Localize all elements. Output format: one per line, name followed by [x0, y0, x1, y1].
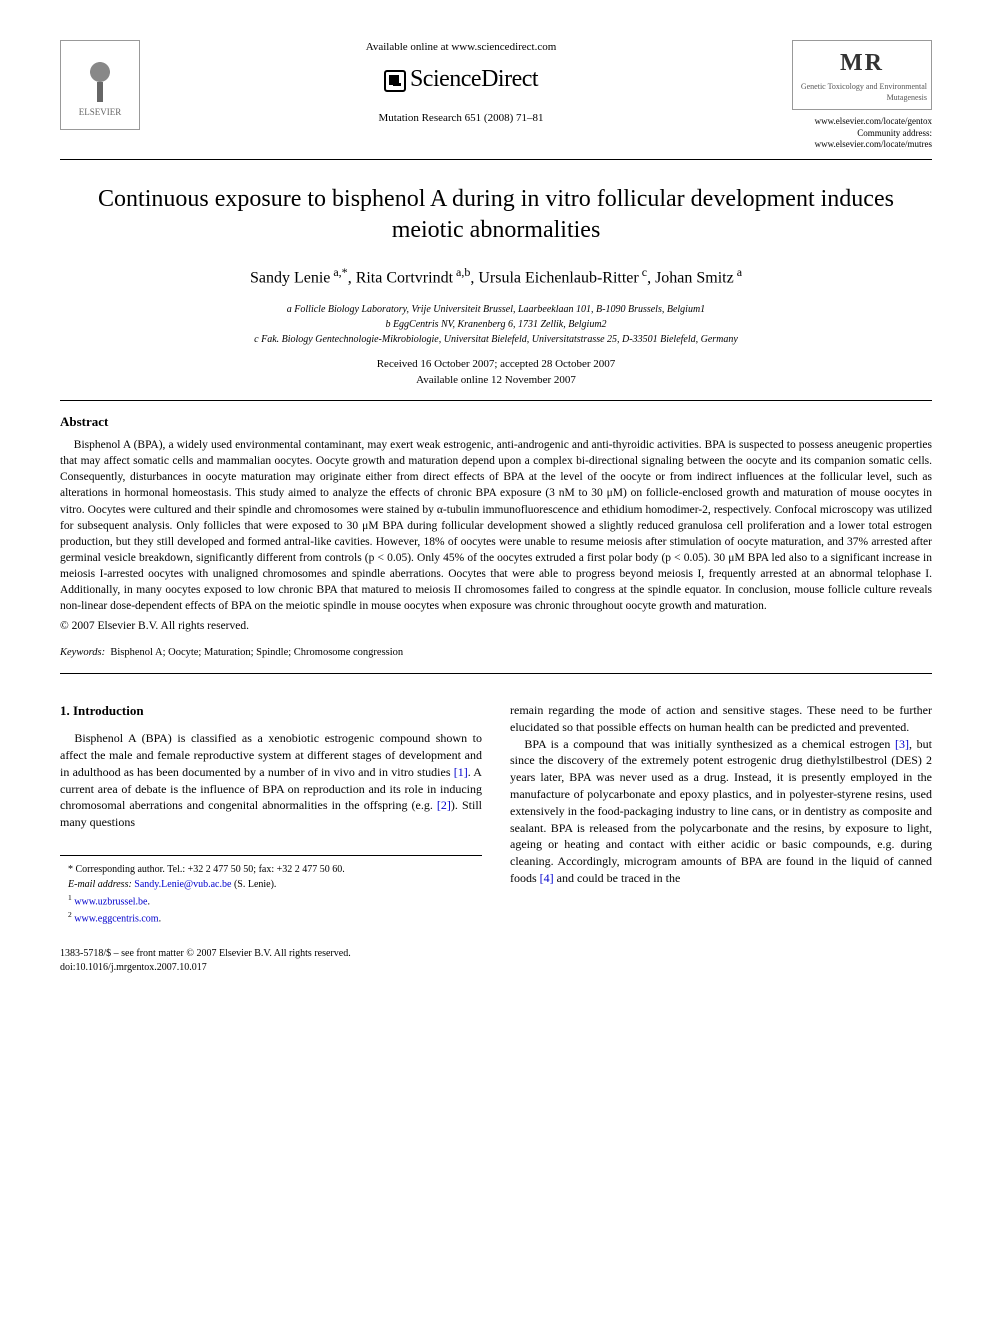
article-title: Continuous exposure to bisphenol A durin… — [60, 184, 932, 246]
header-right: MR Genetic Toxicology and Environmental … — [752, 40, 932, 151]
journal-logo-letters: MR — [840, 47, 884, 81]
affiliation-a: a Follicle Biology Laboratory, Vrije Uni… — [60, 302, 932, 317]
ref-link-3[interactable]: [3] — [895, 737, 909, 751]
email-label: E-mail address: — [68, 879, 132, 890]
abstract-text: Bisphenol A (BPA), a widely used environ… — [60, 437, 932, 614]
journal-reference: Mutation Research 651 (2008) 71–81 — [170, 111, 752, 126]
footnote-1-link[interactable]: www.uzbrussel.be — [74, 896, 147, 907]
elsevier-logo: ELSEVIER — [60, 40, 140, 130]
sciencedirect-brand: ScienceDirect — [170, 63, 752, 97]
author-list: Sandy Lenie a,*, Rita Cortvrindt a,b, Ur… — [60, 264, 932, 290]
keywords-line: Keywords: Bisphenol A; Oocyte; Maturatio… — [60, 646, 932, 661]
intro-paragraph-1: Bisphenol A (BPA) is classified as a xen… — [60, 730, 482, 831]
sciencedirect-icon — [384, 70, 406, 92]
email-suffix: (S. Lenie). — [234, 879, 277, 890]
keywords-values: Bisphenol A; Oocyte; Maturation; Spindle… — [110, 647, 403, 658]
footnotes: * Corresponding author. Tel.: +32 2 477 … — [60, 855, 482, 927]
sciencedirect-label: ScienceDirect — [410, 66, 538, 92]
abstract-heading: Abstract — [60, 413, 932, 431]
footnote-1: 1 www.uzbrussel.be. — [60, 892, 482, 909]
column-2: remain regarding the mode of action and … — [510, 702, 932, 927]
header-center: Available online at www.sciencedirect.co… — [170, 40, 752, 126]
journal-url-2: Community address: www.elsevier.com/loca… — [752, 128, 932, 151]
affiliations: a Follicle Biology Laboratory, Vrije Uni… — [60, 302, 932, 347]
intro-paragraph-2: BPA is a compound that was initially syn… — [510, 736, 932, 887]
ref-link-4[interactable]: [4] — [540, 871, 554, 885]
elsevier-tree-icon — [75, 52, 125, 102]
intro-paragraph-1-cont: remain regarding the mode of action and … — [510, 702, 932, 736]
publisher-logo-container: ELSEVIER — [60, 40, 170, 130]
body-two-column: 1. Introduction Bisphenol A (BPA) is cla… — [60, 702, 932, 927]
corresponding-author: * Corresponding author. Tel.: +32 2 477 … — [60, 862, 482, 877]
elsevier-label: ELSEVIER — [79, 106, 122, 119]
abstract-bottom-rule — [60, 673, 932, 674]
received-date: Received 16 October 2007; accepted 28 Oc… — [60, 357, 932, 372]
journal-url-2-link[interactable]: www.elsevier.com/locate/mutres — [815, 139, 932, 149]
column-1: 1. Introduction Bisphenol A (BPA) is cla… — [60, 702, 482, 927]
copyright-line: © 2007 Elsevier B.V. All rights reserved… — [60, 618, 932, 634]
article-dates: Received 16 October 2007; accepted 28 Oc… — [60, 357, 932, 388]
available-online-date: Available online 12 November 2007 — [60, 373, 932, 388]
journal-logo: MR Genetic Toxicology and Environmental … — [792, 40, 932, 110]
ref-link-1[interactable]: [1] — [454, 765, 468, 779]
page-header: ELSEVIER Available online at www.science… — [60, 40, 932, 151]
journal-url-1[interactable]: www.elsevier.com/locate/gentox — [752, 116, 932, 128]
abstract-top-rule — [60, 400, 932, 401]
issn-line: 1383-5718/$ – see front matter © 2007 El… — [60, 947, 932, 961]
section-1-heading: 1. Introduction — [60, 702, 482, 720]
journal-logo-subtitle: Genetic Toxicology and Environmental Mut… — [797, 81, 927, 103]
header-rule — [60, 159, 932, 160]
journal-urls: www.elsevier.com/locate/gentox Community… — [752, 116, 932, 151]
bottom-meta: 1383-5718/$ – see front matter © 2007 El… — [60, 947, 932, 975]
email-link[interactable]: Sandy.Lenie@vub.ac.be — [134, 879, 231, 890]
affiliation-c: c Fak. Biology Gentechnologie-Mikrobiolo… — [60, 332, 932, 347]
available-online-text: Available online at www.sciencedirect.co… — [170, 40, 752, 55]
doi-line: doi:10.1016/j.mrgentox.2007.10.017 — [60, 961, 932, 975]
ref-link-2[interactable]: [2] — [437, 798, 451, 812]
email-line: E-mail address: Sandy.Lenie@vub.ac.be (S… — [60, 877, 482, 892]
keywords-label: Keywords: — [60, 647, 105, 658]
affiliation-b: b EggCentris NV, Kranenberg 6, 1731 Zell… — [60, 317, 932, 332]
footnote-2-link[interactable]: www.eggcentris.com — [74, 914, 158, 925]
footnote-2: 2 www.eggcentris.com. — [60, 909, 482, 926]
